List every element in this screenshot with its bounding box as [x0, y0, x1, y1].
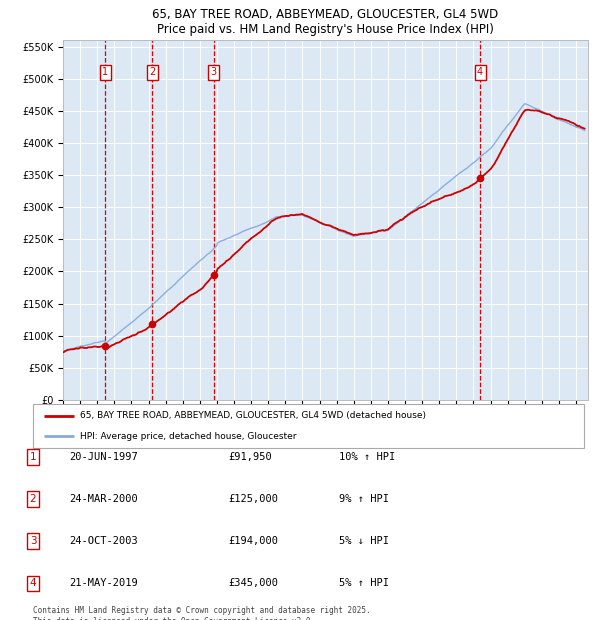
- Text: 20-JUN-1997: 20-JUN-1997: [69, 452, 138, 462]
- Text: 1: 1: [102, 68, 109, 78]
- Text: £125,000: £125,000: [228, 494, 278, 504]
- Text: 2: 2: [29, 494, 37, 504]
- Text: 24-MAR-2000: 24-MAR-2000: [69, 494, 138, 504]
- Text: 21-MAY-2019: 21-MAY-2019: [69, 578, 138, 588]
- Text: 4: 4: [29, 578, 37, 588]
- Text: 9% ↑ HPI: 9% ↑ HPI: [339, 494, 389, 504]
- Text: 2: 2: [149, 68, 155, 78]
- FancyBboxPatch shape: [33, 404, 584, 448]
- Text: £345,000: £345,000: [228, 578, 278, 588]
- Text: £194,000: £194,000: [228, 536, 278, 546]
- Text: 65, BAY TREE ROAD, ABBEYMEAD, GLOUCESTER, GL4 5WD (detached house): 65, BAY TREE ROAD, ABBEYMEAD, GLOUCESTER…: [80, 411, 426, 420]
- Text: Contains HM Land Registry data © Crown copyright and database right 2025.
This d: Contains HM Land Registry data © Crown c…: [33, 606, 371, 620]
- Text: 24-OCT-2003: 24-OCT-2003: [69, 536, 138, 546]
- Text: 3: 3: [29, 536, 37, 546]
- Text: 3: 3: [211, 68, 217, 78]
- Text: 5% ↑ HPI: 5% ↑ HPI: [339, 578, 389, 588]
- Text: 10% ↑ HPI: 10% ↑ HPI: [339, 452, 395, 462]
- Text: 1: 1: [29, 452, 37, 462]
- Title: 65, BAY TREE ROAD, ABBEYMEAD, GLOUCESTER, GL4 5WD
Price paid vs. HM Land Registr: 65, BAY TREE ROAD, ABBEYMEAD, GLOUCESTER…: [152, 8, 499, 37]
- Text: 5% ↓ HPI: 5% ↓ HPI: [339, 536, 389, 546]
- Text: HPI: Average price, detached house, Gloucester: HPI: Average price, detached house, Glou…: [80, 432, 296, 441]
- Text: £91,950: £91,950: [228, 452, 272, 462]
- Text: 4: 4: [477, 68, 483, 78]
